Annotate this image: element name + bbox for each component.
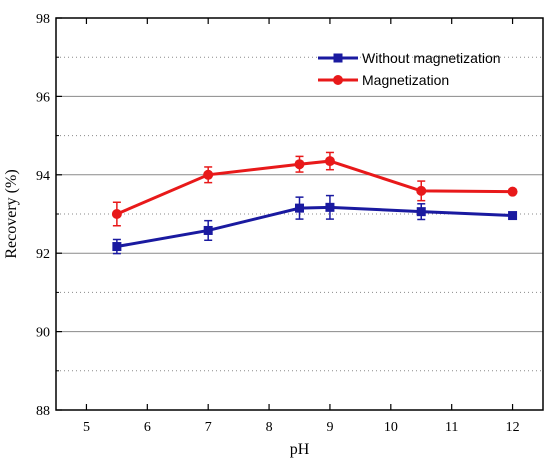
- data-point: [295, 203, 304, 213]
- y-tick-label: 90: [36, 326, 50, 341]
- data-point: [325, 202, 335, 212]
- legend: Without magnetization Magnetization: [318, 50, 501, 88]
- series-line: [116, 205, 513, 249]
- x-tick-label: 5: [83, 420, 90, 435]
- legend-label: Without magnetization: [362, 50, 501, 66]
- legend-marker: [333, 53, 343, 63]
- x-tick-label: 8: [266, 420, 273, 435]
- grid: [56, 56, 543, 372]
- data-point: [203, 225, 213, 235]
- y-tick-label: 94: [36, 169, 50, 184]
- data-point: [203, 169, 214, 180]
- x-axis-title: pH: [290, 441, 310, 458]
- legend-label: Magnetization: [362, 72, 449, 88]
- y-tick-label: 88: [36, 404, 50, 419]
- data-point: [294, 159, 305, 170]
- series-line: [116, 159, 513, 216]
- series-1: [112, 194, 518, 255]
- x-tick-label: 12: [506, 420, 520, 435]
- x-tick-label: 11: [445, 420, 458, 435]
- x-tick-label: 7: [205, 420, 212, 435]
- data-point: [111, 209, 122, 219]
- data-point: [112, 242, 122, 252]
- legend-marker: [333, 75, 343, 85]
- x-tick-label: 10: [384, 420, 398, 435]
- data-point: [507, 186, 518, 197]
- x-tick-label: 6: [144, 420, 151, 435]
- axis-ticks: 88 90 92 94 96 98 5 6 7 8 9 10 11 12: [36, 12, 520, 435]
- y-tick-label: 96: [36, 90, 50, 105]
- data-point: [324, 156, 335, 167]
- data-point: [416, 207, 426, 217]
- series: [111, 151, 518, 255]
- data-point: [416, 185, 427, 196]
- y-tick-label: 92: [36, 247, 50, 262]
- y-tick-label: 98: [36, 12, 50, 27]
- x-tick-label: 9: [326, 420, 333, 435]
- data-point: [508, 211, 518, 221]
- y-axis-title: Recovery (%): [3, 169, 20, 258]
- series-2: [111, 151, 518, 227]
